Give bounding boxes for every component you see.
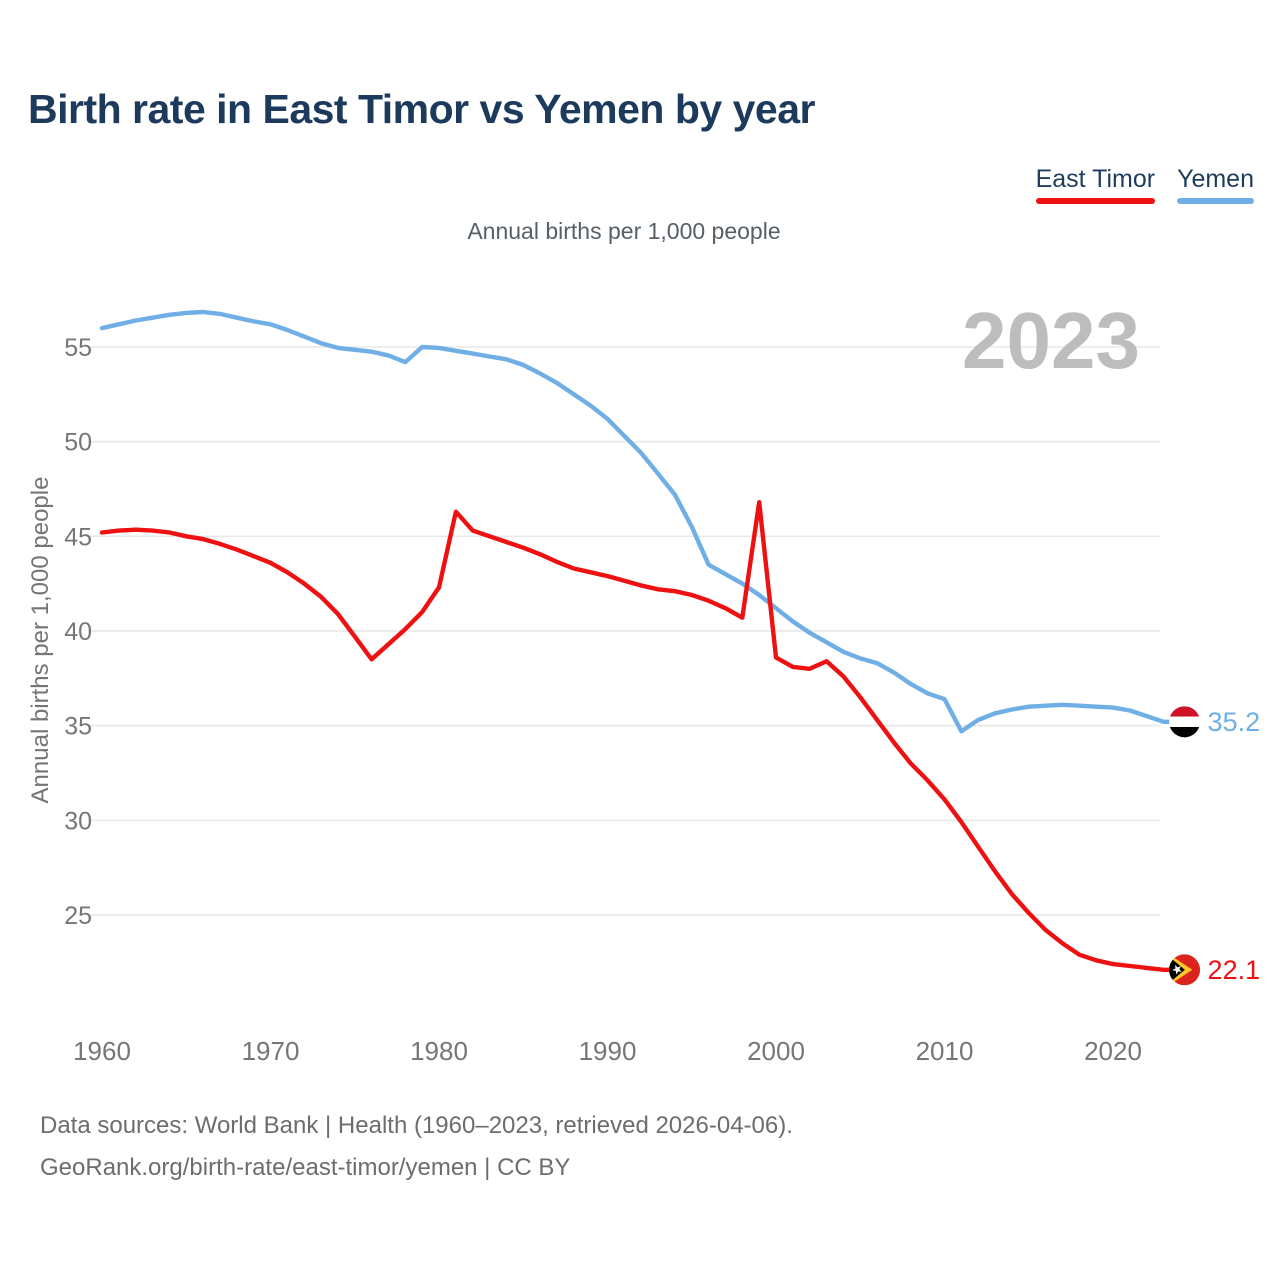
- x-tick-label: 1980: [410, 1036, 468, 1066]
- footer-data-sources: Data sources: World Bank | Health (1960–…: [40, 1112, 793, 1139]
- x-tick-label: 2000: [747, 1036, 805, 1066]
- legend-item-yemen[interactable]: Yemen: [1177, 165, 1254, 204]
- footer: Data sources: World Bank | Health (1960–…: [40, 1105, 793, 1189]
- end-value-label-yemen: 35.2: [1208, 707, 1261, 737]
- yemen-flag-icon: [1169, 706, 1201, 738]
- x-tick-label: 2010: [916, 1036, 974, 1066]
- x-tick-label: 1970: [242, 1036, 300, 1066]
- legend-label-yemen: Yemen: [1177, 165, 1254, 193]
- legend-underline-yemen: [1177, 198, 1254, 204]
- y-tick-label: 30: [64, 807, 92, 835]
- y-tick-label: 25: [64, 902, 92, 930]
- page-title: Birth rate in East Timor vs Yemen by yea…: [28, 86, 815, 132]
- y-tick-label: 40: [64, 618, 92, 646]
- legend-label-east-timor: East Timor: [1035, 165, 1156, 193]
- y-tick-label: 50: [64, 429, 92, 457]
- y-tick-label: 55: [64, 334, 92, 362]
- x-tick-label: 2020: [1084, 1036, 1142, 1066]
- footer-attribution-link: GeoRank.org/birth-rate/east-timor/yemen …: [40, 1154, 571, 1181]
- x-tick-label: 1960: [73, 1036, 131, 1066]
- watermark-year: 2023: [962, 296, 1140, 385]
- chart-subtitle: Annual births per 1,000 people: [467, 218, 781, 244]
- y-tick-label: 45: [64, 523, 92, 551]
- legend-item-east-timor[interactable]: East Timor: [1035, 165, 1156, 204]
- east-timor-flag-icon: [1169, 954, 1201, 986]
- y-axis-title: Annual births per 1,000 people: [27, 477, 54, 804]
- legend-underline-east-timor: [1035, 198, 1156, 204]
- end-value-label-east-timor: 22.1: [1208, 955, 1261, 985]
- legend: East Timor Yemen: [1035, 165, 1254, 204]
- x-tick-label: 1990: [579, 1036, 637, 1066]
- series-line-east-timor: [99, 500, 1186, 972]
- series-line-yemen: [99, 309, 1186, 734]
- y-tick-label: 35: [64, 713, 92, 741]
